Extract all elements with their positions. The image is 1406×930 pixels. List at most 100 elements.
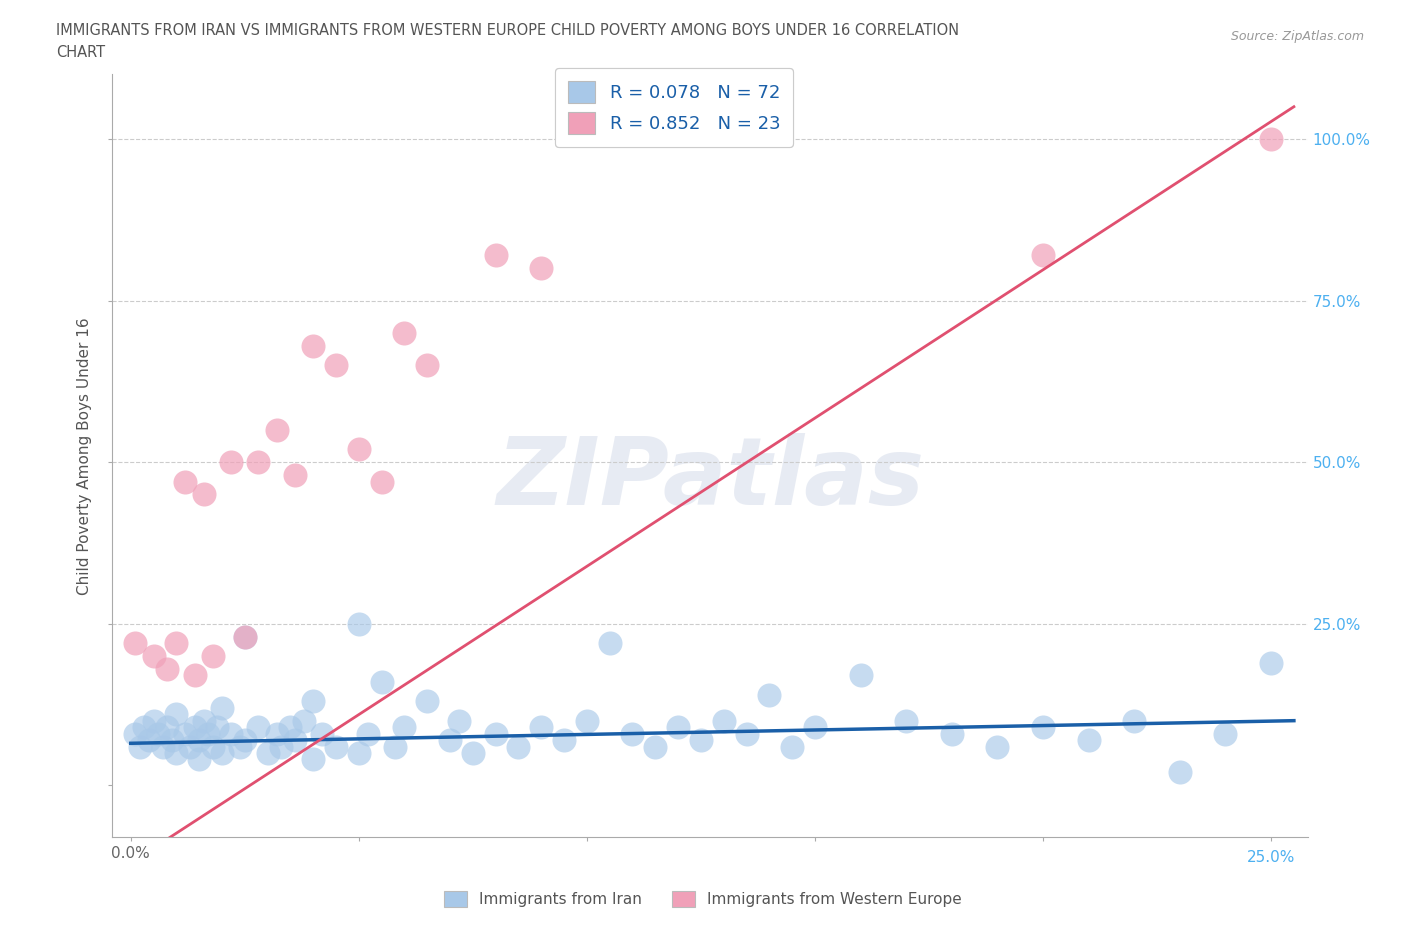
- Point: [233, 630, 256, 644]
- Point: [302, 339, 325, 353]
- Point: [370, 474, 392, 489]
- Point: [416, 694, 439, 709]
- Legend: Immigrants from Iran, Immigrants from Western Europe: Immigrants from Iran, Immigrants from We…: [437, 884, 969, 913]
- Point: [347, 442, 370, 457]
- Point: [347, 746, 370, 761]
- Point: [508, 739, 530, 754]
- Point: [302, 752, 325, 767]
- Point: [485, 726, 508, 741]
- Point: [1032, 248, 1054, 263]
- Point: [325, 739, 347, 754]
- Point: [1260, 655, 1282, 670]
- Point: [156, 661, 179, 676]
- Point: [256, 746, 278, 761]
- Point: [207, 720, 229, 735]
- Point: [179, 739, 201, 754]
- Point: [416, 358, 439, 373]
- Point: [247, 455, 270, 470]
- Point: [302, 694, 325, 709]
- Point: [1215, 726, 1237, 741]
- Legend: R = 0.078   N = 72, R = 0.852   N = 23: R = 0.078 N = 72, R = 0.852 N = 23: [555, 68, 793, 147]
- Point: [644, 739, 666, 754]
- Point: [233, 630, 256, 644]
- Text: ZIPatlas: ZIPatlas: [496, 432, 924, 525]
- Y-axis label: Child Poverty Among Boys Under 16: Child Poverty Among Boys Under 16: [77, 317, 93, 594]
- Point: [160, 733, 183, 748]
- Point: [384, 739, 406, 754]
- Point: [193, 487, 215, 502]
- Point: [530, 260, 553, 275]
- Point: [325, 358, 347, 373]
- Point: [124, 726, 146, 741]
- Point: [849, 668, 872, 683]
- Point: [280, 720, 302, 735]
- Point: [439, 733, 461, 748]
- Point: [621, 726, 644, 741]
- Point: [138, 733, 160, 748]
- Point: [758, 687, 780, 702]
- Point: [152, 739, 174, 754]
- Point: [311, 726, 333, 741]
- Point: [219, 455, 242, 470]
- Point: [174, 474, 197, 489]
- Point: [553, 733, 575, 748]
- Point: [174, 726, 197, 741]
- Point: [292, 713, 315, 728]
- Point: [188, 733, 211, 748]
- Point: [666, 720, 689, 735]
- Point: [219, 726, 242, 741]
- Point: [941, 726, 963, 741]
- Point: [804, 720, 827, 735]
- Point: [193, 713, 215, 728]
- Point: [1077, 733, 1099, 748]
- Point: [124, 636, 146, 651]
- Point: [284, 733, 307, 748]
- Point: [165, 707, 187, 722]
- Point: [394, 720, 416, 735]
- Point: [896, 713, 918, 728]
- Point: [370, 674, 392, 689]
- Point: [233, 733, 256, 748]
- Point: [270, 739, 292, 754]
- Point: [690, 733, 713, 748]
- Point: [197, 726, 219, 741]
- Point: [266, 422, 288, 437]
- Point: [780, 739, 803, 754]
- Text: 25.0%: 25.0%: [1247, 850, 1295, 865]
- Text: Source: ZipAtlas.com: Source: ZipAtlas.com: [1230, 30, 1364, 43]
- Point: [247, 720, 270, 735]
- Point: [347, 617, 370, 631]
- Point: [211, 700, 233, 715]
- Point: [284, 468, 307, 483]
- Point: [1032, 720, 1054, 735]
- Text: IMMIGRANTS FROM IRAN VS IMMIGRANTS FROM WESTERN EUROPE CHILD POVERTY AMONG BOYS : IMMIGRANTS FROM IRAN VS IMMIGRANTS FROM …: [56, 23, 959, 38]
- Point: [211, 746, 233, 761]
- Point: [165, 636, 187, 651]
- Point: [357, 726, 380, 741]
- Point: [156, 720, 179, 735]
- Point: [183, 720, 205, 735]
- Point: [530, 720, 553, 735]
- Point: [735, 726, 758, 741]
- Point: [461, 746, 484, 761]
- Point: [142, 648, 165, 663]
- Point: [142, 713, 165, 728]
- Point: [266, 726, 288, 741]
- Point: [183, 668, 205, 683]
- Point: [1168, 765, 1191, 780]
- Point: [986, 739, 1008, 754]
- Point: [128, 739, 150, 754]
- Point: [1260, 131, 1282, 146]
- Point: [485, 248, 508, 263]
- Point: [165, 746, 187, 761]
- Point: [1123, 713, 1146, 728]
- Point: [575, 713, 598, 728]
- Point: [449, 713, 471, 728]
- Point: [394, 326, 416, 340]
- Point: [134, 720, 156, 735]
- Point: [201, 739, 224, 754]
- Point: [229, 739, 252, 754]
- Point: [713, 713, 735, 728]
- Point: [599, 636, 621, 651]
- Point: [201, 648, 224, 663]
